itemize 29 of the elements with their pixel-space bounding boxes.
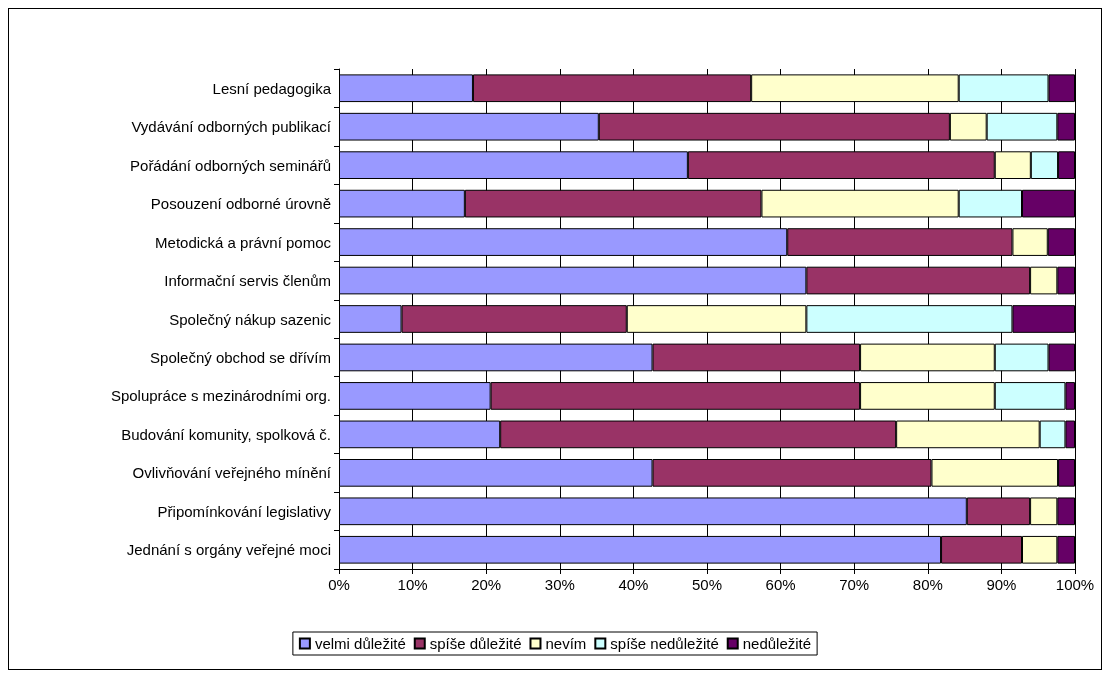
y-tick-label: Vydávání odborných publikací (131, 118, 332, 136)
y-tick-label: Posouzení odborné úrovně (150, 195, 331, 213)
y-tick-label: Metodická a právní pomoc (155, 233, 332, 251)
x-tick-label: 70% (839, 576, 870, 593)
y-tick-label: Budování komunity, spolková č. (121, 425, 331, 443)
y-tick-label: Ovlivňování veřejného mínění (132, 464, 332, 482)
x-tick-label: 100% (1055, 576, 1095, 593)
legend-label: spíše důležité (429, 635, 522, 652)
y-tick-label: Společný nákup sazenic (169, 310, 332, 328)
y-tick-label: Pořádání odborných seminářů (130, 156, 331, 174)
x-tick-label: 20% (471, 576, 502, 593)
x-tick-label: 80% (912, 576, 943, 593)
y-tick-label: Informační servis členům (164, 272, 331, 290)
x-tick-label: 90% (986, 576, 1017, 593)
y-tick-label: Jednání s orgány veřejné moci (126, 541, 331, 559)
x-tick-label: 30% (544, 576, 575, 593)
y-tick-label: Společný obchod se dřívím (150, 348, 331, 366)
x-tick-label: 50% (691, 576, 723, 593)
x-tick-label: 40% (618, 576, 649, 593)
y-tick-label: Lesní pedagogika (212, 79, 332, 97)
y-tick-label: Spolupráce s mezinárodními org. (110, 387, 331, 405)
legend-label: nevím (545, 635, 587, 652)
legend-label: velmi důležité (314, 635, 406, 652)
x-tick-label: 10% (397, 576, 428, 593)
legend-label: spíše nedůležité (610, 635, 719, 652)
x-tick-label: 0% (328, 576, 350, 593)
y-tick-label: Připomínkování legislativy (157, 502, 332, 520)
x-tick-label: 60% (765, 576, 796, 593)
legend-label: nedůležité (742, 635, 812, 652)
